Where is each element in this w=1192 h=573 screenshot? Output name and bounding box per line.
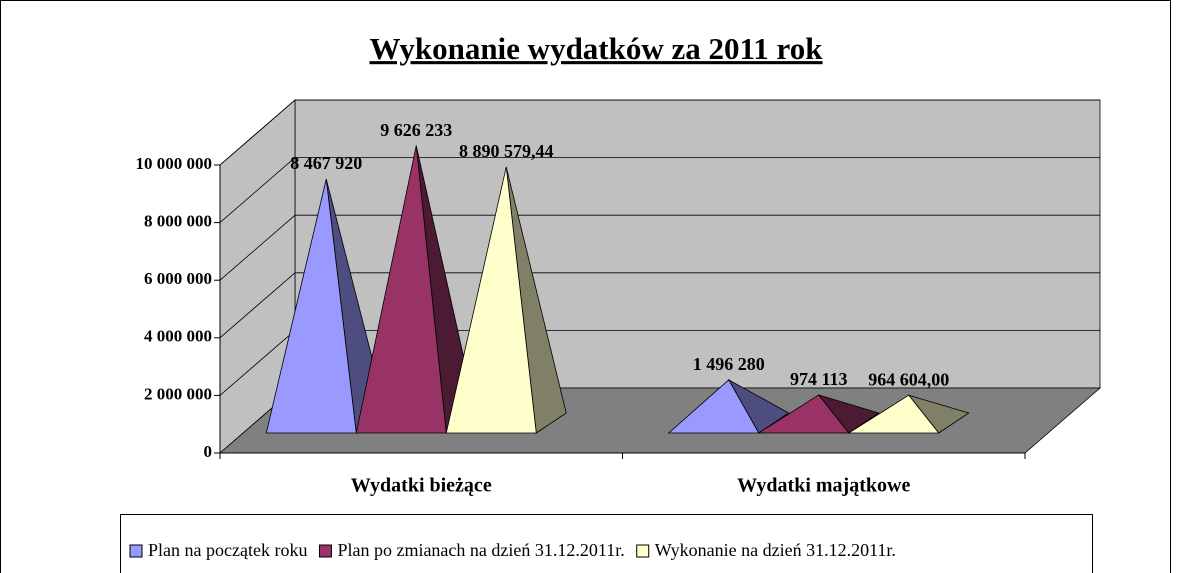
y-tick-label: 4 000 000 <box>144 327 212 346</box>
legend-label: Wykonanie na dzień 31.12.2011r. <box>655 540 896 560</box>
legend-box <box>120 514 1093 573</box>
legend-swatch <box>129 544 143 558</box>
legend-swatch <box>318 544 332 558</box>
legend-label: Plan na początek roku <box>148 540 307 560</box>
y-tick-label: 8 000 000 <box>144 212 212 231</box>
pyramid-front <box>265 179 357 434</box>
pyramid-front <box>757 394 850 434</box>
data-label: 974 113 <box>790 369 848 389</box>
data-label: 8 890 579,44 <box>459 141 554 161</box>
y-tick-label: 10 000 000 <box>136 154 213 173</box>
data-label: 8 467 920 <box>290 153 362 173</box>
grid-line <box>219 272 296 339</box>
grid-line <box>219 99 296 166</box>
legend-swatch <box>636 544 650 558</box>
data-label: 9 626 233 <box>380 120 452 140</box>
pyramid-front <box>847 394 940 434</box>
x-tick-label: Wydatki bieżące <box>351 475 492 497</box>
data-label: 964 604,00 <box>868 369 949 389</box>
pyramid-front <box>445 166 537 434</box>
legend-label: Plan po zmianach na dzień 31.12.2011r. <box>337 540 624 560</box>
pyramid-front <box>667 379 760 434</box>
y-tick-label: 0 <box>204 442 213 461</box>
y-tick-label: 6 000 000 <box>144 269 212 288</box>
grid-line <box>219 214 296 281</box>
data-label: 1 496 280 <box>693 354 765 374</box>
pyramid-front <box>355 145 447 434</box>
grid-line <box>219 330 296 396</box>
chart-title: Wykonanie wydatków za 2011 rok <box>369 31 823 66</box>
grid-line <box>219 157 296 223</box>
x-tick-label: Wydatki majątkowe <box>737 475 910 497</box>
y-tick-label: 2 000 000 <box>144 384 212 403</box>
